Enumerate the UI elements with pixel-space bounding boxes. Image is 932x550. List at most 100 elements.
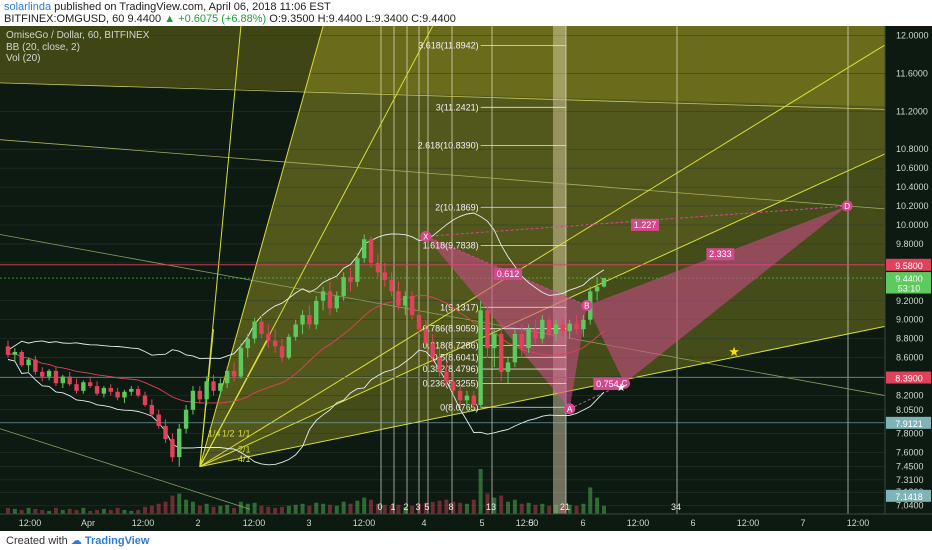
candle-body (423, 329, 429, 344)
candle-body (382, 272, 387, 280)
pattern-ratio-label: 2.333 (709, 249, 732, 259)
candle-body (368, 239, 374, 263)
legend-bb[interactable]: BB (20, close, 2) (6, 42, 80, 53)
candle-body (259, 321, 264, 334)
symbol-label: BITFINEX:OMGUSD, 60 (4, 13, 125, 25)
volume-bar (334, 505, 339, 514)
candle-body (135, 388, 141, 396)
volume-bar (293, 504, 298, 514)
candle-body (190, 390, 196, 410)
price-tick-label: 10.6000 (896, 163, 929, 173)
pattern-point-marker (564, 403, 576, 415)
volume-bar (115, 507, 120, 514)
price-tick-label: 7.8000 (896, 428, 924, 438)
candle-body (33, 359, 38, 372)
candle-body (512, 333, 518, 363)
volume-bar (410, 505, 415, 514)
fan-shade-main (199, 26, 886, 467)
price-label-box (886, 416, 931, 429)
volume-bar (417, 503, 421, 514)
volume-bar (156, 503, 161, 514)
bb-upper-band (7, 212, 605, 360)
price-tick-label: 10.0000 (896, 220, 929, 230)
fib-level-label: 0.236(8.3255) (423, 379, 479, 389)
price-label: 9.5800 (895, 261, 923, 271)
candle-body (601, 278, 607, 287)
price-change: +0.6075 (+6.88%) (178, 13, 267, 25)
fib-level-label: 1.618(9.7838) (423, 240, 479, 250)
candle-body (101, 387, 107, 394)
candle-body (505, 362, 511, 372)
created-with-text: Created with (6, 535, 68, 547)
time-tick-label: 3 (306, 518, 311, 528)
candle-body (451, 381, 456, 391)
pattern-point-label: B (584, 302, 589, 311)
candle-body (416, 315, 422, 330)
volume-bar (601, 505, 606, 514)
volume-bar (6, 507, 10, 514)
volume-bar (197, 505, 202, 514)
footer-bar: Created with ☁ TradingView (0, 531, 932, 550)
volume-bar (204, 503, 209, 514)
volume-bar (512, 499, 517, 514)
candle-body (293, 324, 298, 337)
volume-bar (499, 495, 504, 514)
time-tick-label: 12:00 (19, 518, 42, 528)
candle-body (67, 376, 72, 385)
time-tick-label: 12:00 (737, 518, 760, 528)
trend-line (0, 139, 886, 210)
candle-body (471, 395, 476, 406)
author-name[interactable]: solarlinda (4, 1, 52, 13)
tradingview-brand[interactable]: TradingView (84, 535, 150, 547)
fib-level-label: 0.786(8.9059) (423, 324, 479, 334)
fib-level-label: 3(11.2421) (436, 102, 479, 112)
pattern-ratio-box (494, 268, 523, 281)
price-chart[interactable]: 1/4 1/2 1/1 2/14/1 3.618(11.8942) 3(11.2421) 2… (0, 26, 932, 531)
candle-body (403, 296, 408, 306)
volume-bar (95, 509, 100, 514)
volume-bar (519, 503, 524, 514)
pattern-point-marker (420, 230, 432, 242)
volume-bar (526, 502, 531, 514)
volume-bar (252, 502, 257, 514)
candle-body (46, 370, 52, 377)
volume-bar (382, 504, 387, 514)
volume-bar (163, 501, 168, 514)
fib-level-label: 2(10.1869) (435, 202, 479, 212)
candle-body (53, 370, 59, 384)
chart-area[interactable]: 1/4 1/2 1/1 2/1 4/1 3.618(11.8942) 3(11.2421) 2… (0, 26, 932, 531)
candle-body (94, 386, 100, 394)
price-tick-label: 7.6000 (896, 447, 924, 457)
fib-level-label: 3.618(11.8942) (418, 41, 478, 51)
pattern-ratio-label: 0.612 (497, 269, 520, 279)
volume-bar (60, 509, 65, 514)
pattern-point-marker (841, 200, 853, 212)
pattern-ratio-label: 0.754 (596, 379, 619, 389)
candle-body (183, 409, 189, 429)
candle-body (567, 323, 572, 332)
legend-vol[interactable]: Vol (20) (6, 53, 41, 64)
price-tick-label: 9.0000 (896, 315, 924, 325)
volume-bar (437, 500, 442, 514)
time-tick-label: 12:00 (847, 518, 870, 528)
time-tick-label: 6 (580, 518, 585, 528)
price-tick-label: 7.4500 (896, 462, 924, 472)
volume-bar (12, 508, 17, 514)
volume-bar (67, 508, 72, 514)
price-label: 7.1418 (895, 492, 923, 502)
fib-time-label: 0 (377, 502, 382, 512)
price-label: 9.4400 (895, 274, 923, 284)
volume-bar (88, 510, 93, 514)
volume-bar (122, 509, 127, 514)
candle-body (485, 310, 490, 349)
candle-body (5, 346, 11, 355)
volume-bar (245, 503, 250, 514)
candle-body (540, 319, 545, 339)
volume-bar (547, 505, 552, 514)
fib-time-label: 1 (390, 502, 395, 512)
pattern-point-marker (619, 377, 630, 389)
legend-title: OmiseGo / Dollar, 60, BITFINEX (6, 30, 150, 41)
pattern-ratio-box (706, 248, 735, 261)
candle-body (149, 405, 155, 415)
candle-body (204, 381, 209, 400)
